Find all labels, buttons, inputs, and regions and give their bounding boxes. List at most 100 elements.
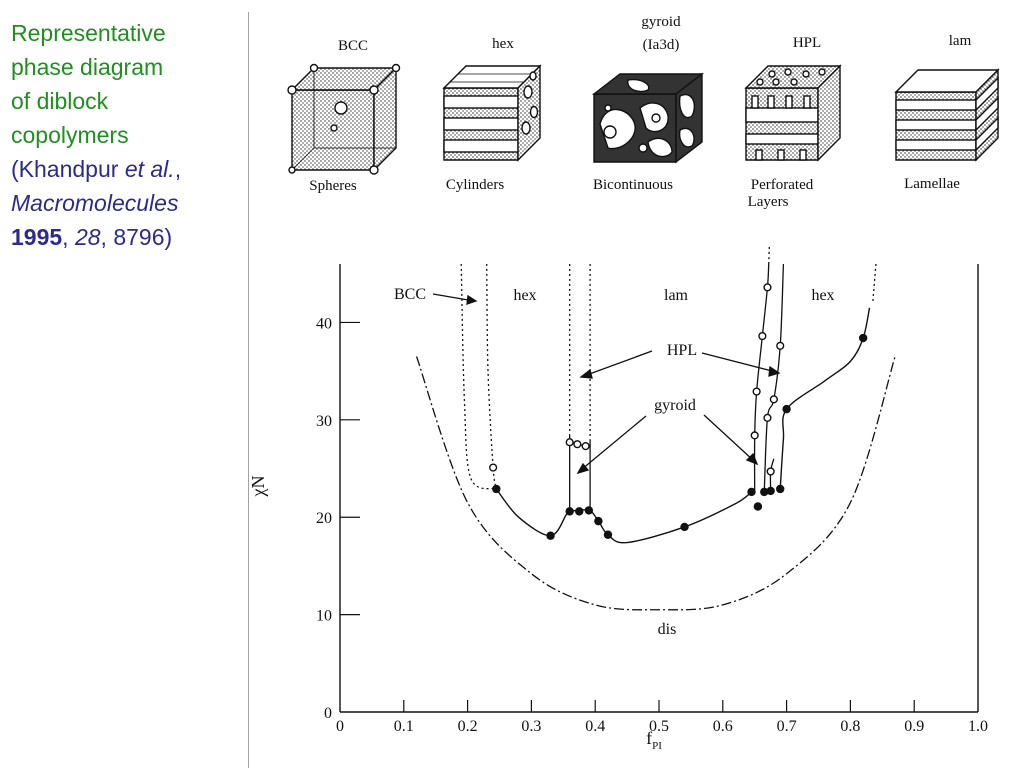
morph-gyroid-sublabel: (Ia3d) bbox=[643, 37, 680, 53]
morph-perforated-label: Perforated bbox=[751, 177, 814, 193]
filled-data-point bbox=[858, 333, 868, 343]
open-data-point bbox=[750, 431, 759, 440]
filled-data-point bbox=[747, 487, 756, 497]
data-points bbox=[489, 283, 868, 540]
hpl-perforated-icon bbox=[744, 64, 842, 162]
x-axis-label-main: f bbox=[646, 728, 652, 748]
filled-data-point bbox=[492, 484, 501, 494]
region-label-lam: lam bbox=[664, 287, 689, 304]
morph-bicontinuous-label: Bicontinuous bbox=[593, 177, 673, 193]
region-label-hex-right: hex bbox=[811, 287, 834, 304]
hpl-arrow-left bbox=[583, 350, 653, 377]
gyroid-arrowhead-left bbox=[576, 462, 590, 475]
hpl-lam-boundary-dotted bbox=[768, 244, 771, 265]
citation-volume: 28 bbox=[74, 224, 101, 250]
open-data-point bbox=[776, 341, 785, 350]
morph-hpl-label: HPL bbox=[793, 35, 821, 51]
filled-data-point bbox=[760, 487, 769, 497]
gyroid-arrow-left bbox=[580, 415, 647, 471]
x-tick-label: 0.4 bbox=[585, 718, 605, 735]
open-data-point bbox=[766, 467, 775, 476]
morph-bcc-label: BCC bbox=[338, 38, 368, 54]
caption-citation-line2: Macromolecules bbox=[11, 186, 241, 220]
annotation-hpl: HPL bbox=[667, 342, 697, 359]
hpl-arrowhead-left bbox=[579, 368, 593, 379]
hpl-arrow-right bbox=[701, 352, 777, 373]
morph-cylinders-label: Cylinders bbox=[446, 177, 504, 193]
caption-citation-line3: 1995, 28, 8796) bbox=[11, 220, 241, 254]
filled-data-point bbox=[546, 531, 555, 540]
figure-panel: BCC hex gyroid (Ia3d) HPL lam Spheres bbox=[247, 12, 1024, 768]
y-tick-label: 10 bbox=[316, 608, 332, 625]
morph-gyroid-label: gyroid bbox=[641, 14, 681, 30]
citation-authors: (Khandpur bbox=[11, 156, 125, 182]
annotation-arrows bbox=[432, 293, 781, 475]
y-axis-label: χN bbox=[248, 476, 268, 498]
filled-data-point bbox=[766, 486, 775, 496]
filled-data-point bbox=[603, 530, 613, 539]
x-tick-label: 0.9 bbox=[904, 718, 924, 735]
filled-data-point bbox=[680, 522, 689, 532]
filled-data-point bbox=[584, 506, 594, 515]
caption-citation-line1: (Khandpur et al., bbox=[11, 152, 241, 186]
y-tick-label: 40 bbox=[316, 315, 332, 332]
citation-journal: Macromolecules bbox=[11, 190, 179, 216]
x-tick-label: 1.0 bbox=[968, 718, 988, 735]
open-data-point bbox=[489, 463, 498, 472]
phase-diagram-plot: 0 0.1 0.2 0.3 0.4 0.5 0.6 0.7 0.8 0.9 1.0 0 10 20 30 40… bbox=[248, 244, 988, 752]
odt-curve-right bbox=[779, 307, 871, 490]
odt-curve bbox=[495, 488, 752, 544]
x-tick-label: 0 bbox=[336, 718, 344, 735]
x-axis-label: fPI bbox=[646, 728, 662, 752]
morph-layers-label: Layers bbox=[748, 194, 789, 210]
morph-lamellae-label: Lamellae bbox=[904, 176, 960, 192]
open-data-point bbox=[763, 283, 772, 292]
morph-lam-label: lam bbox=[949, 33, 972, 49]
open-data-point bbox=[752, 387, 761, 396]
filled-data-point bbox=[753, 502, 763, 511]
x-tick-label: 0.6 bbox=[713, 718, 733, 735]
open-data-point bbox=[758, 331, 767, 341]
hex-right-boundary-dotted bbox=[872, 263, 877, 304]
x-axis-label-sub: PI bbox=[652, 740, 662, 752]
filled-data-point bbox=[776, 484, 785, 494]
bcc-spheres-icon bbox=[287, 63, 401, 175]
citation-pages: 8796) bbox=[113, 224, 173, 250]
gyroid-arrowhead-right bbox=[745, 452, 759, 466]
bcc-arrowhead bbox=[466, 294, 478, 305]
caption-line: phase diagram bbox=[11, 54, 164, 80]
caption-line: copolymers bbox=[11, 122, 129, 148]
open-data-point bbox=[573, 440, 582, 449]
caption-line: of diblock bbox=[11, 88, 109, 114]
x-tick-label: 0.5 bbox=[649, 718, 669, 735]
x-tick-label: 0.8 bbox=[840, 718, 860, 735]
x-tick-label: 0.2 bbox=[458, 718, 478, 735]
y-tick-label: 0 bbox=[324, 705, 332, 722]
axis-ticks: 0 0.1 0.2 0.3 0.4 0.5 0.6 0.7 0.8 0.9 1.0 0 10 20 30 40 bbox=[316, 315, 988, 735]
hex-cylinders-icon bbox=[442, 64, 542, 162]
filled-data-point bbox=[782, 404, 791, 414]
figure-svg: BCC hex gyroid (Ia3d) HPL lam Spheres bbox=[247, 12, 1000, 768]
hpl-arrowhead-right bbox=[768, 365, 781, 377]
lamellae-icon bbox=[894, 68, 1000, 162]
morph-spheres-label: Spheres bbox=[309, 178, 357, 194]
open-data-point bbox=[581, 442, 590, 451]
bcc-hex-boundary-dotted bbox=[460, 263, 497, 490]
citation-sep: , bbox=[62, 224, 75, 250]
x-tick-label: 0.7 bbox=[777, 718, 797, 735]
open-data-point bbox=[763, 413, 772, 422]
x-tick-label: 0.1 bbox=[394, 718, 414, 735]
region-label-hex-left: hex bbox=[513, 287, 536, 304]
caption-line: Representative bbox=[11, 20, 166, 46]
mean-field-odt-curve bbox=[415, 356, 896, 611]
region-label-dis: dis bbox=[658, 621, 677, 638]
hpl-hex-boundary bbox=[763, 263, 785, 492]
open-data-point bbox=[769, 395, 778, 404]
citation-sep: , bbox=[100, 224, 114, 250]
morph-hex-label: hex bbox=[492, 36, 514, 52]
hex-bcc-boundary-dotted bbox=[486, 263, 497, 490]
citation-year: 1995 bbox=[11, 224, 63, 250]
figure-caption: Representative phase diagram of diblock … bbox=[11, 16, 241, 254]
citation-etal: et al. bbox=[124, 156, 175, 182]
y-tick-label: 20 bbox=[316, 510, 332, 527]
